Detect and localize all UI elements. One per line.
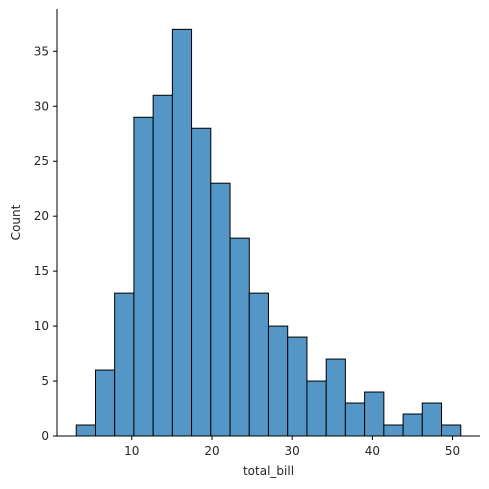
y-axis-label: Count [9,204,23,240]
y-tick-label-25: 25 [34,154,49,168]
x-tick-label-20: 20 [204,444,219,458]
histogram-bar-0 [75,424,96,437]
histogram-bar-9 [248,292,269,437]
histogram-bar-12 [306,380,327,437]
histogram-bar-3 [133,116,154,437]
y-tick-label-5: 5 [41,374,49,388]
y-tick-label-30: 30 [34,99,49,113]
histogram-bar-5 [171,28,193,437]
histogram-bar-1 [94,369,116,437]
histogram-bar-15 [364,391,385,437]
histogram-bar-11 [287,336,308,437]
histogram-bar-2 [114,292,135,437]
x-tick-label-30: 30 [285,444,300,458]
y-tick-label-20: 20 [34,209,49,223]
y-axis-ticks: 0 5 10 15 20 25 30 35 [34,44,57,443]
histogram-bar-14 [344,402,366,437]
x-tick-label-50: 50 [445,444,460,458]
histogram-bar-7 [210,182,231,437]
histogram-bars [75,28,462,437]
axes-spines [56,9,480,437]
x-axis-ticks: 10 20 30 40 50 [124,436,460,458]
histogram-bar-4 [152,94,173,437]
y-tick-label-0: 0 [41,429,49,443]
histogram-bar-18 [421,402,443,437]
histogram-bar-17 [402,413,423,437]
histogram-bar-6 [191,127,212,437]
x-axis-label: total_bill [243,464,294,478]
histogram-bar-8 [229,237,250,437]
y-tick-label-35: 35 [34,44,49,58]
y-tick-label-15: 15 [34,264,49,278]
x-tick-label-40: 40 [365,444,380,458]
histogram-bar-16 [383,424,404,437]
histogram-bar-10 [267,325,289,437]
histogram-bar-13 [325,358,346,437]
histogram-bar-19 [441,424,462,437]
y-tick-label-10: 10 [34,319,49,333]
x-tick-label-10: 10 [124,444,139,458]
